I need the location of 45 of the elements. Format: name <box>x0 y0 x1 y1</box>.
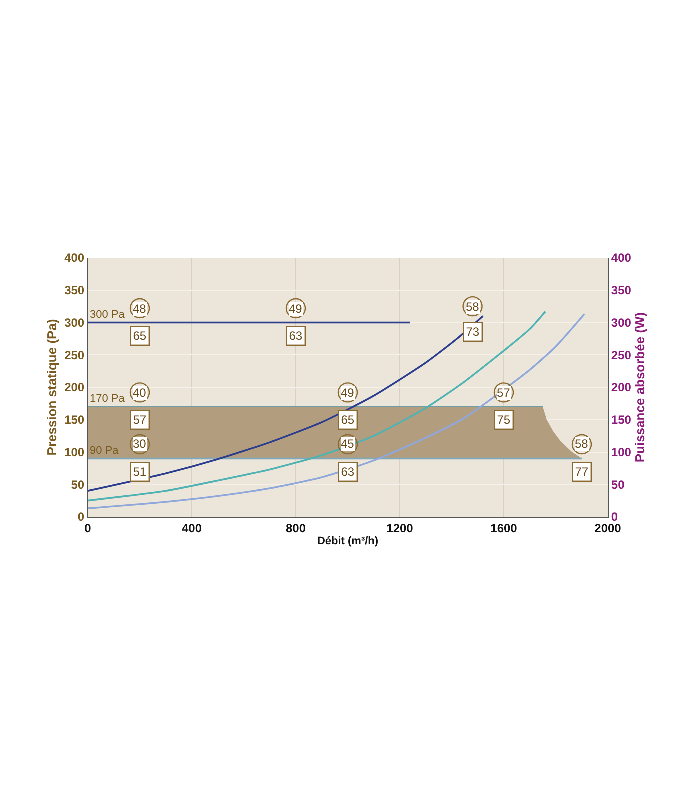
y2-axis-title: Puissance absorbée (W) <box>632 312 648 463</box>
annotation: 49 <box>289 302 303 316</box>
y-tick-label: 350 <box>64 284 85 298</box>
annotation: 40 <box>133 386 147 400</box>
y-tick-label: 100 <box>64 445 85 460</box>
annotation: 45 <box>341 437 355 451</box>
x-tick-label: 1200 <box>386 521 414 536</box>
annotation: 51 <box>133 465 147 480</box>
y2-tick-label: 50 <box>611 478 626 492</box>
annotation: 65 <box>341 413 355 428</box>
y2-tick-label: 250 <box>611 348 632 362</box>
annotation: 75 <box>497 413 511 428</box>
annotation: 30 <box>133 437 147 451</box>
y-tick-label: 400 <box>64 251 85 266</box>
annotation: 58 <box>466 300 480 314</box>
y2-tick-label: 350 <box>611 284 632 298</box>
annotation: 48 <box>133 302 147 316</box>
y2-tick-label: 300 <box>611 316 632 330</box>
x-tick-label: 1600 <box>490 521 518 536</box>
series-label: 170 Pa <box>90 393 126 405</box>
y2-tick-label: 200 <box>611 380 632 395</box>
annotation: 73 <box>466 325 480 340</box>
y-tick-label: 150 <box>64 413 85 428</box>
y-tick-label: 200 <box>64 380 85 395</box>
y-axis-title: Pression statique (Pa) <box>44 319 60 456</box>
annotation: 49 <box>341 386 355 400</box>
annotation: 63 <box>341 465 355 480</box>
annotation: 58 <box>575 437 589 451</box>
y-tick-label: 300 <box>64 316 85 330</box>
y2-tick-label: 150 <box>611 413 632 428</box>
y-tick-label: 50 <box>71 478 85 492</box>
x-axis-title: Débit (m³/h) <box>317 536 379 548</box>
annotation: 77 <box>575 465 589 480</box>
series-label: 300 Pa <box>90 309 126 321</box>
y-tick-label: 0 <box>78 510 85 524</box>
annotation: 63 <box>289 329 303 344</box>
annotation: 65 <box>133 329 147 344</box>
series-label: 90 Pa <box>90 445 120 457</box>
y2-tick-label: 400 <box>611 251 632 266</box>
y2-tick-label: 100 <box>611 445 632 460</box>
x-tick-label: 400 <box>182 521 202 536</box>
annotation: 57 <box>497 386 511 400</box>
x-tick-label: 800 <box>286 521 306 536</box>
y-tick-label: 250 <box>64 348 85 362</box>
annotation: 57 <box>133 413 147 428</box>
